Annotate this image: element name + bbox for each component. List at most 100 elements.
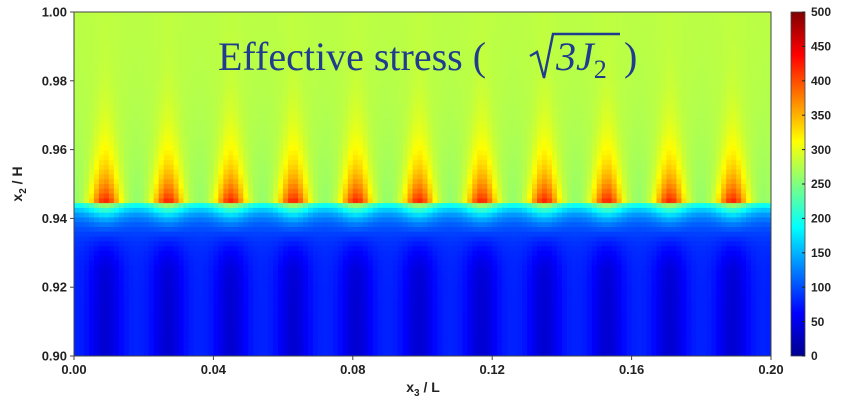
heatmap-cell	[312, 136, 319, 142]
heatmap-cell	[581, 64, 588, 70]
heatmap-cell	[756, 136, 762, 142]
heatmap-cell	[268, 69, 274, 75]
heatmap-cell	[193, 55, 200, 61]
heatmap-cell	[283, 169, 289, 176]
heatmap-cell	[188, 16, 195, 23]
heatmap-cell	[248, 131, 254, 137]
heatmap-cell	[532, 169, 538, 176]
heatmap-cell	[228, 131, 234, 137]
heatmap-cell	[352, 55, 359, 61]
heatmap-cell	[437, 117, 444, 123]
heatmap-cell	[248, 26, 254, 32]
heatmap-cell	[278, 107, 284, 113]
heatmap-cell	[497, 169, 503, 176]
heatmap-cell	[372, 112, 379, 118]
heatmap-cell	[457, 55, 463, 61]
heatmap-cell	[372, 16, 379, 23]
heatmap-cell	[591, 155, 598, 161]
heatmap-cell	[596, 126, 603, 133]
heatmap-cell	[626, 88, 633, 94]
heatmap-cell	[402, 131, 409, 137]
heatmap-cell	[671, 35, 678, 42]
heatmap-cell	[208, 112, 214, 118]
heatmap-cell	[178, 55, 185, 61]
heatmap-cell	[711, 88, 717, 94]
heatmap-cell	[711, 45, 717, 51]
heatmap-cell	[332, 179, 339, 185]
heatmap-cell	[74, 117, 80, 123]
heatmap-cell	[561, 88, 568, 94]
heatmap-cell	[656, 93, 663, 99]
heatmap-cell	[766, 12, 771, 18]
heatmap-cell	[407, 141, 414, 147]
heatmap-cell	[83, 145, 90, 152]
heatmap-cell	[103, 126, 110, 133]
heatmap-cell	[636, 40, 643, 47]
heatmap-cell	[457, 174, 463, 180]
heatmap-cell	[437, 78, 444, 85]
heatmap-cell	[671, 88, 678, 94]
heatmap-cell	[288, 35, 294, 42]
heatmap-cell	[561, 93, 568, 99]
heatmap-cell	[337, 169, 344, 176]
heatmap-cell	[332, 12, 339, 18]
heatmap-cell	[158, 50, 165, 56]
heatmap-cell	[248, 102, 254, 109]
heatmap-cell	[447, 145, 453, 152]
heatmap-cell	[103, 174, 110, 180]
heatmap-cell	[507, 26, 513, 32]
heatmap-cell	[706, 21, 712, 27]
heatmap-cell	[362, 40, 369, 47]
heatmap-cell	[517, 98, 523, 104]
heatmap-cell	[556, 21, 563, 27]
heatmap-cell	[507, 150, 513, 156]
heatmap-cell	[213, 169, 219, 176]
heatmap-cell	[616, 174, 623, 180]
heatmap-cell	[457, 164, 463, 171]
heatmap-cell	[626, 78, 633, 85]
heatmap-cell	[666, 64, 673, 70]
heatmap-cell	[636, 160, 643, 166]
heatmap-cell	[746, 88, 752, 94]
heatmap-cell	[233, 169, 239, 176]
heatmap-cell	[736, 21, 742, 27]
heatmap-cell	[173, 55, 180, 61]
heatmap-cell	[367, 64, 374, 70]
heatmap-cell	[631, 12, 638, 18]
heatmap-cell	[487, 64, 493, 70]
heatmap-cell	[507, 21, 513, 27]
heatmap-cell	[462, 131, 468, 137]
heatmap-cell	[447, 136, 453, 142]
heatmap-cell	[601, 69, 608, 75]
heatmap-cell	[417, 169, 424, 176]
heatmap-cell	[452, 160, 458, 166]
heatmap-cell	[268, 31, 274, 37]
heatmap-cell	[228, 126, 234, 133]
heatmap-cell	[751, 40, 757, 47]
heatmap-cell	[93, 50, 100, 56]
heatmap-cell	[492, 179, 498, 185]
heatmap-cell	[387, 117, 394, 123]
heatmap-cell	[263, 21, 269, 27]
heatmap-cell	[417, 98, 424, 104]
heatmap-cell	[327, 45, 334, 51]
heatmap-cell	[546, 55, 553, 61]
heatmap-cell	[437, 93, 444, 99]
heatmap-cell	[367, 45, 374, 51]
heatmap-cell	[507, 160, 513, 166]
heatmap-cell	[253, 145, 259, 152]
heatmap-cell	[571, 141, 578, 147]
heatmap-cell	[243, 121, 249, 128]
heatmap-cell	[517, 69, 523, 75]
heatmap-cell	[417, 150, 424, 156]
heatmap-cell	[238, 155, 244, 161]
heatmap-cell	[631, 50, 638, 56]
heatmap-cell	[452, 35, 458, 42]
heatmap-cell	[223, 136, 229, 142]
heatmap-cell	[556, 160, 563, 166]
heatmap-cell	[691, 40, 697, 47]
heatmap-cell	[741, 121, 747, 128]
heatmap-cell	[278, 64, 284, 70]
heatmap-cell	[203, 55, 210, 61]
heatmap-cell	[756, 64, 762, 70]
